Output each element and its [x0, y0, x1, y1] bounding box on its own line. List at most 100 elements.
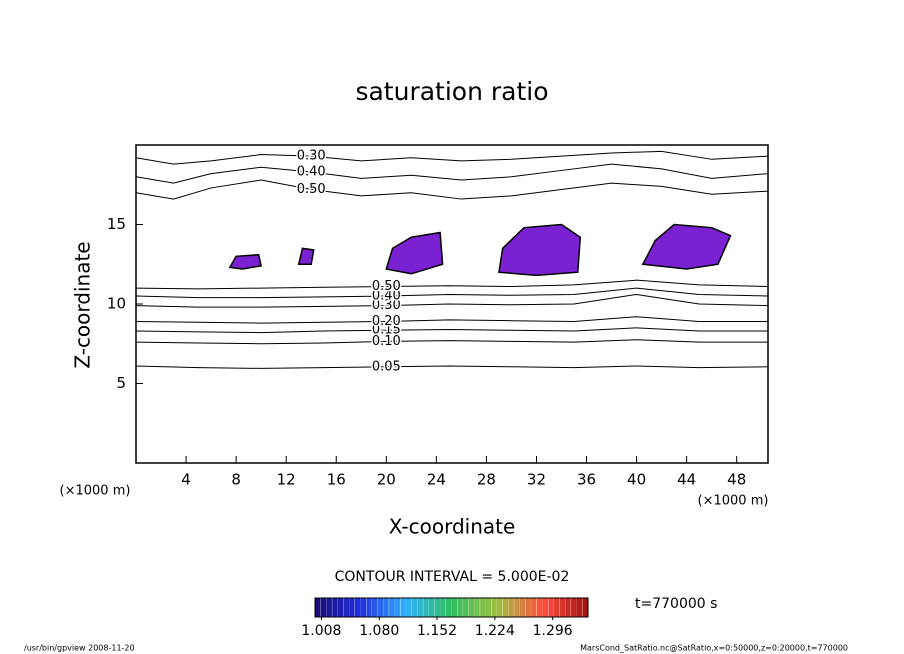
x-tick-label: 24: [427, 471, 446, 489]
colorbar-stripe: [531, 598, 537, 617]
shaded-region: [228, 253, 263, 270]
x-tick-label: 32: [527, 471, 546, 489]
x-tick-label: 20: [377, 471, 396, 489]
colorbar-stripe: [485, 598, 492, 617]
time-label: t=770000 s: [635, 596, 717, 612]
y-tick-label: 15: [107, 215, 126, 233]
colorbar-stripe: [468, 597, 475, 618]
colorbar-tick-label: 1.224: [475, 623, 515, 639]
y-tick-label: 10: [107, 295, 126, 313]
contour-label: 0.30: [297, 149, 326, 164]
contour-label: 0.20: [372, 314, 401, 329]
x-units: (×1000 m): [698, 494, 769, 509]
contour-label: 0.15: [372, 323, 401, 338]
colorbar-stripe: [366, 597, 373, 618]
colorbar-stripe: [565, 598, 571, 617]
colorbar-stripe: [491, 597, 498, 618]
contour-line: [135, 316, 768, 324]
colorbar-stripe: [434, 597, 441, 618]
colorbar-stripe: [525, 597, 532, 618]
colorbar-stripe: [570, 597, 577, 618]
x-tick-label: 40: [627, 471, 646, 489]
colorbar-stripe: [383, 598, 389, 617]
contour-line: [135, 365, 769, 369]
x-tick-label: 48: [727, 471, 746, 489]
contour-label: 0.50: [372, 279, 401, 294]
colorbar-stripe: [354, 597, 361, 618]
colorbar-stripe: [349, 598, 355, 617]
contour-line: [135, 163, 769, 184]
colorbar-tick-label: 1.152: [417, 623, 457, 639]
colorbar-stripe: [388, 597, 395, 618]
x-tick-label: 8: [231, 471, 241, 489]
colorbar-frame: [314, 597, 589, 618]
contour-line: [135, 279, 769, 290]
colorbar-stripe: [553, 598, 560, 617]
colorbar-stripe: [428, 598, 435, 617]
colorbar-stripe: [508, 598, 515, 617]
colorbar-stripe: [394, 598, 401, 617]
y-units: (×1000 m): [60, 484, 131, 499]
colorbar-stripe: [462, 598, 469, 617]
shaded-region: [498, 223, 582, 277]
contour-label: 0.05: [372, 359, 401, 374]
y-axis-label: Z-coordinate: [71, 241, 95, 368]
colorbar-stripe: [451, 598, 458, 617]
colorbar-stripe: [422, 597, 429, 618]
contour-line: [135, 327, 768, 334]
contour-line: [135, 293, 769, 308]
shaded-region: [385, 231, 444, 275]
contour-line: [135, 287, 769, 299]
contour-interval: CONTOUR INTERVAL = 5.000E-02: [335, 569, 570, 585]
shaded-region: [641, 223, 732, 270]
x-tick-label: 12: [277, 471, 296, 489]
colorbar-stripe: [337, 598, 344, 617]
contour-line: [135, 179, 769, 200]
colorbar-stripe: [474, 598, 480, 617]
colorbar-stripe: [326, 598, 333, 617]
colorbar-stripe: [519, 598, 526, 617]
contour-label: 0.30: [372, 298, 401, 313]
footer-left: /usr/bin/gpview 2008-11-20: [24, 644, 135, 653]
shaded-region: [297, 247, 315, 265]
colorbar-tick-label: 1.008: [301, 623, 341, 639]
contour-label: 0.40: [297, 165, 326, 180]
colorbar-stripe: [360, 598, 367, 617]
colorbar-stripe: [400, 597, 407, 618]
colorbar-tick-label: 1.296: [533, 623, 573, 639]
colorbar-stripe: [457, 597, 464, 618]
colorbar-stripe: [411, 597, 418, 618]
x-tick-label: 36: [577, 471, 596, 489]
colorbar-stripe: [536, 597, 543, 618]
colorbar-tick-label: 1.080: [359, 623, 399, 639]
contour-line: [135, 150, 769, 165]
colorbar-stripe: [343, 597, 350, 618]
colorbar-stripe: [502, 597, 509, 618]
colorbar-stripe: [497, 598, 503, 617]
x-tick-label: 4: [181, 471, 191, 489]
colorbar-stripe: [406, 598, 412, 617]
x-tick-label: 44: [677, 471, 696, 489]
colorbar-stripe: [542, 598, 549, 617]
x-tick-label: 16: [327, 471, 346, 489]
chart-title: saturation ratio: [355, 77, 548, 106]
colorbar-stripe: [377, 597, 384, 618]
x-tick-label: 28: [477, 471, 496, 489]
colorbar-stripe: [479, 597, 486, 618]
contour-label: 0.40: [372, 289, 401, 304]
colorbar-stripe: [440, 598, 446, 617]
colorbar-stripe: [371, 598, 378, 617]
footer-right: MarsCond_SatRatio.nc@SatRatio,x=0:50000,…: [580, 644, 848, 653]
colorbar-stripe: [417, 598, 424, 617]
colorbar-stripe: [445, 597, 452, 618]
colorbar-stripe: [331, 597, 338, 618]
colorbar-stripe: [513, 597, 520, 618]
contour-line: [135, 339, 768, 345]
colorbar-stripe: [576, 598, 583, 617]
contour-label: 0.10: [372, 334, 401, 349]
colorbar-stripe: [315, 598, 321, 617]
colorbar-stripe: [548, 597, 555, 618]
colorbar-stripe: [582, 597, 589, 618]
x-axis-label: X-coordinate: [389, 515, 516, 539]
